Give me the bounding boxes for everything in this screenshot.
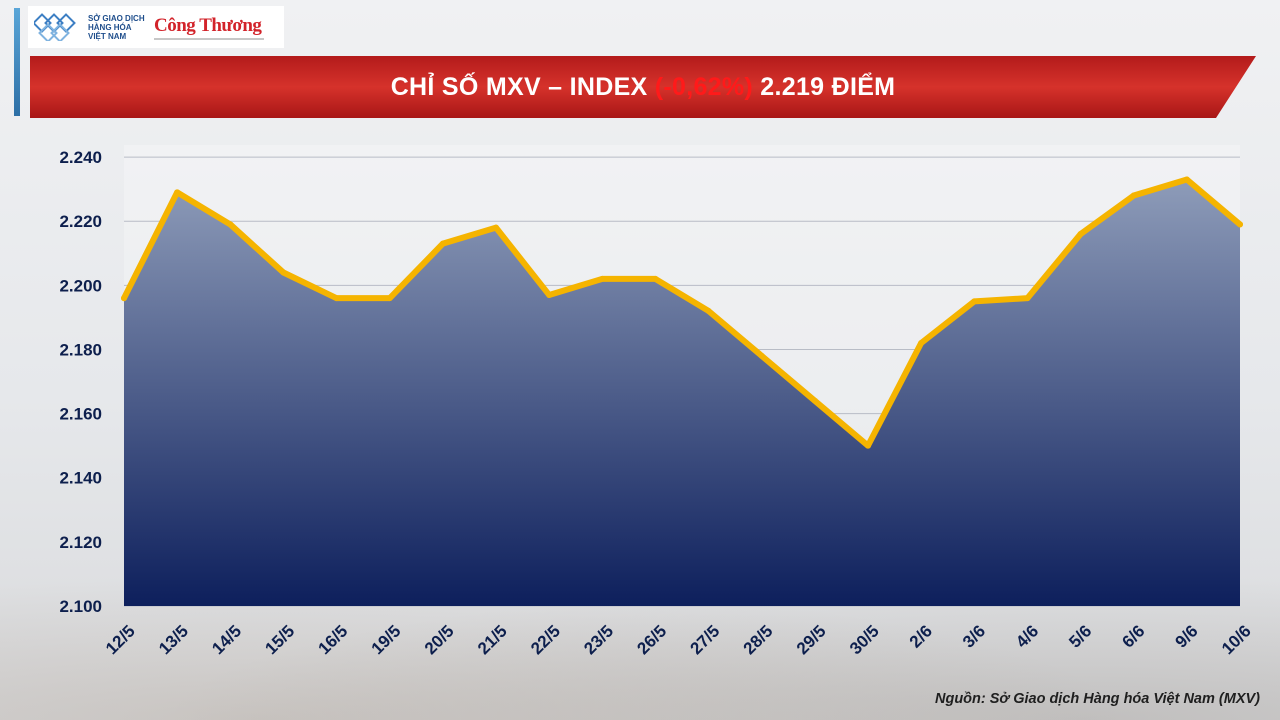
source-note: Nguồn: Sở Giao dịch Hàng hóa Việt Nam (M… bbox=[935, 691, 1260, 707]
data-point bbox=[1130, 192, 1137, 199]
y-tick-label: 2.120 bbox=[59, 533, 102, 552]
data-point bbox=[705, 307, 712, 314]
partner-logo: Công Thương bbox=[154, 15, 264, 40]
data-point bbox=[280, 269, 287, 276]
y-tick-label: 2.100 bbox=[59, 597, 102, 616]
data-point bbox=[811, 397, 818, 404]
x-tick-label: 2/6 bbox=[906, 621, 936, 651]
data-point bbox=[174, 189, 181, 196]
x-tick-label: 12/5 bbox=[102, 621, 139, 658]
data-point bbox=[227, 221, 234, 228]
partner-logo-text: Công Thương bbox=[154, 14, 262, 36]
series-line bbox=[121, 176, 1243, 449]
data-point bbox=[971, 298, 978, 305]
data-point bbox=[386, 295, 393, 302]
data-point bbox=[918, 340, 925, 347]
data-point bbox=[493, 224, 499, 231]
data-point bbox=[121, 295, 127, 302]
data-point bbox=[758, 352, 765, 359]
x-tick-label: 20/5 bbox=[421, 621, 458, 658]
mxv-logo-icon bbox=[34, 13, 76, 41]
x-tick-label: 30/5 bbox=[846, 621, 883, 658]
x-tick-label: 3/6 bbox=[959, 621, 989, 651]
data-point bbox=[1024, 295, 1031, 302]
y-tick-label: 2.220 bbox=[59, 212, 102, 231]
x-tick-label: 10/6 bbox=[1218, 621, 1255, 658]
x-tick-label: 22/5 bbox=[527, 621, 564, 658]
x-tick-label: 16/5 bbox=[315, 621, 352, 658]
x-tick-label: 14/5 bbox=[208, 621, 245, 658]
x-tick-label: 27/5 bbox=[687, 621, 724, 658]
accent-stripe bbox=[14, 8, 20, 116]
y-tick-label: 2.140 bbox=[59, 469, 102, 488]
y-tick-label: 2.180 bbox=[59, 340, 102, 359]
y-tick-label: 2.240 bbox=[59, 148, 102, 167]
mxv-logo-text: SỞ GIAO DỊCH HÀNG HÓA VIỆT NAM bbox=[88, 13, 145, 41]
data-point bbox=[439, 240, 446, 247]
data-point bbox=[652, 275, 659, 282]
x-tick-label: 15/5 bbox=[261, 621, 298, 658]
title-banner bbox=[30, 56, 1256, 118]
x-axis: 12/5 13/5 14/5 15/5 16/5 19/5 20/5 21/5 22/5 23/5… bbox=[102, 621, 1255, 658]
data-point bbox=[599, 275, 606, 282]
title-suffix: 2.219 ĐIỂM bbox=[753, 72, 896, 101]
x-tick-label: 9/6 bbox=[1172, 621, 1202, 651]
logo-bar: SỞ GIAO DỊCH HÀNG HÓA VIỆT NAM Công Thươ… bbox=[28, 6, 284, 48]
line-series bbox=[121, 176, 1243, 449]
data-point bbox=[1077, 231, 1084, 238]
y-tick-label: 2.160 bbox=[59, 405, 102, 424]
y-tick-label: 2.200 bbox=[59, 276, 102, 295]
title-prefix: CHỈ SỐ MXV – INDEX bbox=[390, 72, 655, 101]
x-tick-label: 19/5 bbox=[368, 621, 405, 658]
x-tick-label: 13/5 bbox=[155, 621, 192, 658]
x-tick-label: 5/6 bbox=[1065, 621, 1095, 651]
data-point bbox=[865, 442, 871, 449]
y-axis: 2.100 2.120 2.140 2.160 2.180 2.200 2.220 2.240 bbox=[59, 148, 102, 616]
data-point bbox=[1183, 176, 1190, 183]
x-tick-label: 29/5 bbox=[793, 621, 830, 658]
data-point bbox=[546, 291, 553, 298]
x-tick-label: 4/6 bbox=[1012, 621, 1042, 651]
data-point bbox=[1237, 221, 1243, 228]
x-tick-label: 6/6 bbox=[1118, 621, 1148, 651]
chart-title: CHỈ SỐ MXV – INDEX (-0,62%) 2.219 ĐIỂM bbox=[30, 56, 1256, 118]
data-point bbox=[333, 295, 340, 302]
partner-logo-underline bbox=[154, 37, 264, 40]
x-tick-label: 26/5 bbox=[633, 621, 670, 658]
x-tick-label: 21/5 bbox=[474, 621, 511, 658]
x-tick-label: 23/5 bbox=[580, 621, 617, 658]
title-change: (-0,62%) bbox=[654, 72, 754, 101]
x-tick-label: 28/5 bbox=[740, 621, 777, 658]
